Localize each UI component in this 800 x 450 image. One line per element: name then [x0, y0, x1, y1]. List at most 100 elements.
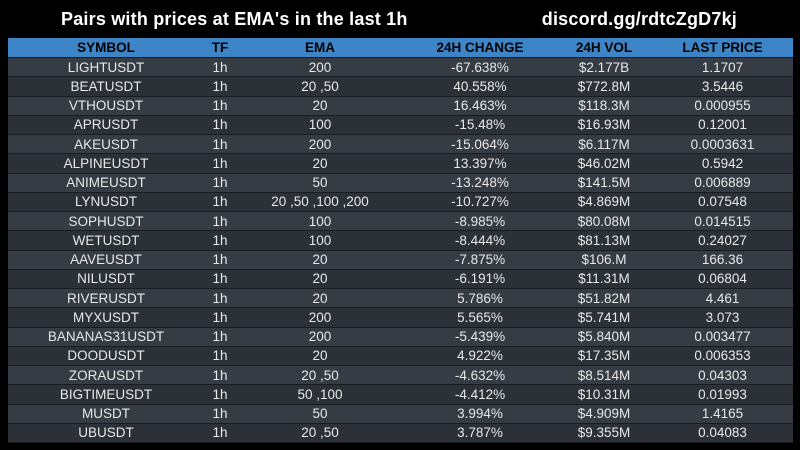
cell-ema: 50 ,100	[297, 386, 343, 402]
cell-24h-vol: $17.35M	[577, 348, 631, 364]
cell-symbol: SOPHUSDT	[68, 213, 144, 229]
cell-24h-vol: $11.31M	[578, 271, 630, 287]
cell-tf: 1h	[212, 59, 228, 75]
table-row: BEATUSDT 1h 20 ,50 40.558% $772.8M 3.544…	[8, 77, 793, 97]
cell-last-price: 0.04083	[698, 425, 747, 441]
table-row: BANANAS31USDT 1h 200 -5.439% $5.840M 0.0…	[8, 327, 793, 347]
cell-ema: 20	[312, 98, 328, 114]
cell-24h-vol: $2.177B	[578, 59, 630, 75]
cell-24h-change: -8.444%	[454, 232, 506, 248]
table-header-row: SYMBOL TF EMA 24H CHANGE 24H VOL LAST PR…	[8, 38, 793, 58]
cell-last-price: 0.0003631	[690, 136, 755, 152]
title-bar: Pairs with prices at EMA's in the last 1…	[0, 0, 800, 38]
cell-24h-change: -10.727%	[451, 194, 509, 210]
cell-last-price: 1.4165	[701, 406, 744, 422]
cell-24h-change: 13.397%	[453, 155, 507, 171]
table-row: APRUSDT 1h 100 -15.48% $16.93M 0.12001	[8, 115, 793, 135]
cell-ema: 20 ,50 ,100 ,200	[271, 194, 369, 210]
cell-symbol: VTHOUSDT	[68, 98, 144, 114]
column-header-ema: EMA	[305, 40, 335, 55]
cell-last-price: 0.07548	[698, 194, 747, 210]
cell-24h-change: -4.412%	[454, 386, 506, 402]
cell-24h-change: -15.48%	[454, 117, 506, 133]
cell-symbol: WETUSDT	[72, 232, 140, 248]
cell-symbol: AAVEUSDT	[70, 252, 142, 268]
cell-24h-change: 3.787%	[457, 425, 503, 441]
table-row: RIVERUSDT 1h 20 5.786% $51.82M 4.461	[8, 289, 793, 309]
cell-ema: 200	[308, 136, 332, 152]
cell-last-price: 0.12001	[698, 117, 747, 133]
cell-symbol: ANIMEUSDT	[66, 175, 146, 191]
cell-symbol: LYNUSDT	[74, 194, 137, 210]
cell-24h-vol: $51.82M	[577, 290, 631, 306]
cell-24h-vol: $8.514M	[577, 367, 631, 383]
table-row: AAVEUSDT 1h 20 -7.875% $106.M 166.36	[8, 250, 793, 270]
table-row: MUSDT 1h 50 3.994% $4.909M 1.4165	[8, 404, 793, 424]
cell-symbol: LIGHTUSDT	[67, 59, 145, 75]
cell-ema: 20	[312, 155, 328, 171]
cell-tf: 1h	[212, 98, 228, 114]
cell-24h-change: -6.191%	[454, 271, 506, 287]
column-header-24h-vol: 24H VOL	[575, 40, 633, 55]
cell-ema: 100	[308, 232, 332, 248]
cell-24h-change: 40.558%	[453, 78, 507, 94]
cell-24h-vol: $772.8M	[577, 78, 631, 94]
table-row: BIGTIMEUSDT 1h 50 ,100 -4.412% $10.31M 0…	[8, 385, 793, 405]
cell-24h-change: -4.632%	[454, 367, 506, 383]
cell-tf: 1h	[212, 290, 228, 306]
cell-tf: 1h	[212, 367, 228, 383]
cell-tf: 1h	[212, 194, 228, 210]
ema-pairs-table: SYMBOL TF EMA 24H CHANGE 24H VOL LAST PR…	[8, 38, 793, 443]
cell-last-price: 166.36	[701, 252, 744, 268]
cell-24h-change: -13.248%	[451, 175, 509, 191]
cell-24h-vol: $80.08M	[577, 213, 631, 229]
cell-tf: 1h	[212, 213, 228, 229]
cell-symbol: RIVERUSDT	[66, 290, 145, 306]
cell-tf: 1h	[212, 136, 228, 152]
cell-last-price: 0.01993	[698, 386, 747, 402]
cell-symbol: MYXUSDT	[72, 309, 139, 325]
cell-last-price: 0.000955	[694, 98, 751, 114]
page-title: Pairs with prices at EMA's in the last 1…	[61, 8, 408, 29]
cell-24h-vol: $10.31M	[577, 386, 631, 402]
column-header-24h-change: 24H CHANGE	[436, 40, 524, 55]
cell-24h-vol: $141.5M	[577, 175, 631, 191]
table-row: DOODUSDT 1h 20 4.922% $17.35M 0.006353	[8, 346, 793, 366]
cell-last-price: 0.003477	[694, 329, 751, 345]
table-row: LYNUSDT 1h 20 ,50 ,100 ,200 -10.727% $4.…	[8, 192, 793, 212]
cell-ema: 50	[312, 175, 328, 191]
cell-24h-vol: $118.3M	[578, 98, 630, 114]
cell-last-price: 0.006353	[694, 348, 751, 364]
table-body: LIGHTUSDT 1h 200 -67.638% $2.177B 1.1707…	[8, 58, 793, 443]
cell-24h-vol: $81.13M	[577, 232, 631, 248]
cell-24h-vol: $5.840M	[577, 329, 631, 345]
cell-24h-vol: $46.02M	[577, 155, 631, 171]
cell-last-price: 0.014515	[694, 213, 751, 229]
table-row: UBUSDT 1h 20 ,50 3.787% $9.355M 0.04083	[8, 423, 793, 443]
cell-ema: 20	[312, 290, 328, 306]
table-row: ALPINEUSDT 1h 20 13.397% $46.02M 0.5942	[8, 154, 793, 174]
cell-tf: 1h	[212, 78, 228, 94]
cell-tf: 1h	[212, 348, 228, 364]
cell-last-price: 0.006889	[694, 175, 751, 191]
cell-tf: 1h	[212, 117, 228, 133]
table-row: AKEUSDT 1h 200 -15.064% $6.117M 0.000363…	[8, 135, 793, 155]
cell-ema: 200	[308, 309, 332, 325]
cell-ema: 20	[312, 252, 328, 268]
cell-24h-change: 5.786%	[457, 290, 503, 306]
cell-24h-change: -5.439%	[454, 329, 506, 345]
discord-invite-link[interactable]: discord.gg/rdtcZgD7kj	[541, 8, 737, 29]
cell-24h-vol: $5.741M	[577, 309, 631, 325]
cell-tf: 1h	[212, 386, 228, 402]
cell-24h-change: -8.985%	[454, 213, 506, 229]
cell-tf: 1h	[212, 252, 228, 268]
table-row: LIGHTUSDT 1h 200 -67.638% $2.177B 1.1707	[8, 58, 793, 78]
column-header-symbol: SYMBOL	[77, 40, 135, 55]
cell-last-price: 0.5942	[701, 155, 744, 171]
cell-last-price: 4.461	[705, 290, 740, 306]
cell-last-price: 1.1707	[701, 59, 744, 75]
cell-24h-vol: $6.117M	[578, 136, 630, 152]
cell-symbol: BIGTIMEUSDT	[59, 386, 153, 402]
cell-last-price: 0.06804	[698, 271, 747, 287]
